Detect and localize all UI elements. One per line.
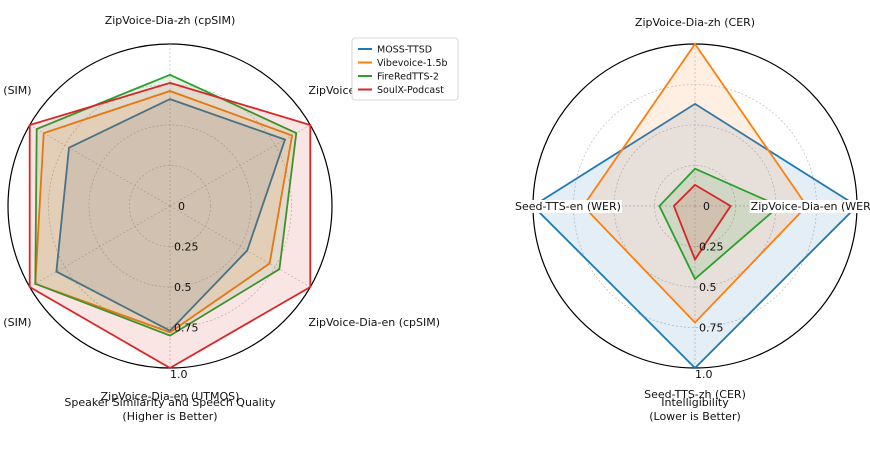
series-vibevoice-1-5b — [582, 42, 808, 324]
axis-label-bg — [0, 316, 33, 329]
axis-label-bg — [0, 84, 33, 97]
radial-tick-label: 0.75 — [174, 322, 199, 335]
legend-box — [351, 37, 459, 101]
axis-label-bg — [514, 200, 622, 213]
axis-label: ZipVoice-Dia-zh (cpSIM) — [105, 14, 236, 27]
axis-label: ZipVoice-Dia-en (cpSIM) — [308, 316, 440, 329]
radial-tick-label: 0 — [178, 200, 185, 213]
grid-circle — [129, 165, 211, 247]
legend-label: FireRedTTS-2 — [377, 72, 439, 83]
axis-label: Seed-TTS-zh (CER) — [644, 388, 746, 401]
radial-tick-label: 0 — [703, 200, 710, 213]
series-vibevoice-1-5b — [34, 90, 294, 334]
radial-spoke — [169, 124, 311, 207]
series-moss-ttsd — [55, 98, 287, 332]
series-soulx-podcast — [672, 183, 732, 262]
radial-tick-label: 1.0 — [695, 368, 713, 381]
chart-subtitle: (Lower is Better) — [649, 410, 741, 423]
axis-label-bg — [103, 14, 237, 27]
radial-tick-label: 0.25 — [699, 241, 724, 254]
radial-tick-label: 0.5 — [174, 281, 192, 294]
axis-label: Seed-TTS-zh (SIM) — [0, 316, 32, 329]
chart-subtitle: (Higher is Better) — [122, 410, 217, 423]
series-fireredtts-2 — [34, 73, 298, 337]
radar-chart-1: 0 0.25 0.5 0.75 1.0 ZipVoice-Dia-zh (cpSIM) Zi… — [0, 14, 448, 423]
radial-spoke — [29, 205, 171, 288]
legend-label: Vibevoice-1.5b — [377, 58, 448, 69]
axis-label-bg — [307, 316, 442, 329]
radar-chart-2: 0 0.25 0.5 0.75 1.0 ZipVoice-Dia-zh (CER) ZipV… — [514, 16, 870, 423]
chart-title: Speaker Similarity and Speech Quality — [64, 396, 276, 409]
axis-label-bg — [633, 16, 757, 29]
axis-label: ZipVoice-Dia-zh (CER) — [635, 16, 755, 29]
axis-label-bg — [643, 388, 747, 401]
axis-label: Seed-TTS-en (WER) — [515, 200, 621, 213]
legend: MOSS-TTSD Vibevoice-1.5b FireRedTTS-2 SoulX… — [351, 37, 459, 101]
radial-tick-label: 1.0 — [170, 368, 188, 381]
radial-tick-label: 0.75 — [699, 322, 724, 335]
axis-label: Seed-TTS-en (SIM) — [0, 84, 32, 97]
series-moss-ttsd — [531, 102, 859, 370]
chart-title: Intelligibility — [661, 396, 729, 409]
legend-label: SoulX-Podcast — [377, 85, 444, 96]
axis-label: ZipVoice-Dia-en (WER) — [751, 200, 870, 213]
axis-label-bg — [99, 390, 241, 403]
legend-label: MOSS-TTSD — [377, 45, 432, 56]
axis-label-bg — [749, 200, 870, 213]
radial-tick-label: 0.5 — [699, 281, 717, 294]
radial-tick-label: 0.25 — [174, 241, 199, 254]
radial-spoke — [29, 124, 171, 207]
series-soulx-podcast — [28, 81, 312, 370]
axis-label: ZipVoice-Dia-en (UTMOS) — [101, 390, 240, 403]
radial-spoke — [169, 205, 311, 288]
